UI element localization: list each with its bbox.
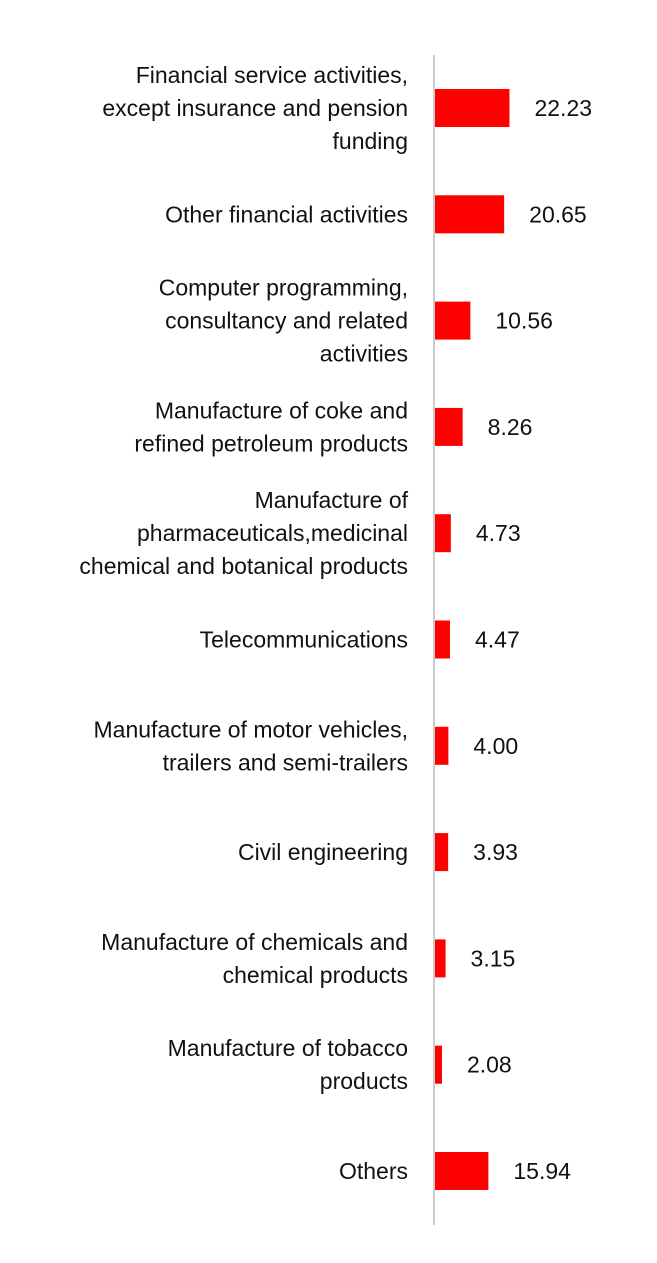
value-label-3: 8.26 [488, 414, 533, 440]
category-label-3: Manufacture of coke and refined petroleum… [134, 397, 408, 456]
category-labels-group: Financial service activities, except insu… [79, 62, 408, 1184]
value-label-7: 3.93 [473, 839, 518, 865]
bars-group [435, 89, 510, 1190]
bar-2 [435, 301, 471, 340]
category-label-5: Telecommunications [200, 627, 408, 653]
category-label-line: Computer programming, [159, 275, 408, 301]
bar-3 [435, 407, 463, 446]
bar-7 [435, 833, 449, 872]
category-label-7: Civil engineering [238, 839, 408, 865]
category-label-line: chemical products [223, 962, 408, 988]
category-label-line: Others [339, 1158, 408, 1184]
category-label-line: trailers and semi-trailers [163, 749, 408, 775]
category-label-4: Manufacture of pharmaceuticals,medicinal c… [79, 487, 408, 579]
category-label-line: Manufacture of [255, 487, 409, 513]
category-label-9: Manufacture of tobacco products [168, 1035, 408, 1094]
category-label-line: Other financial activities [165, 201, 408, 227]
bar-10 [435, 1152, 489, 1190]
category-label-6: Manufacture of motor vehicles, trailers a… [94, 716, 408, 775]
category-label-line: Manufacture of tobacco [168, 1035, 408, 1061]
value-labels-group: 22.23 20.65 10.56 8.26 4.73 4.47 4.00 3.93 3.15 2… [467, 95, 592, 1184]
category-label-line: products [320, 1068, 408, 1094]
category-label-10: Others [339, 1158, 408, 1184]
category-label-8: Manufacture of chemicals and chemical pro… [101, 929, 408, 988]
category-label-0: Financial service activities, except insu… [102, 62, 408, 154]
category-label-line: Civil engineering [238, 839, 408, 865]
bar-4 [435, 514, 451, 553]
category-label-2: Computer programming, consultancy and rel… [159, 275, 408, 367]
value-label-8: 3.15 [471, 945, 516, 971]
bar-9 [435, 1045, 442, 1084]
category-label-line: chemical and botanical products [79, 553, 408, 579]
bar-0 [435, 89, 510, 127]
category-label-line: Telecommunications [200, 627, 408, 653]
category-label-line: Manufacture of coke and [155, 397, 408, 423]
bar-6 [435, 726, 449, 765]
value-label-5: 4.47 [475, 627, 520, 653]
category-label-line: Manufacture of motor vehicles, [94, 716, 408, 742]
value-label-6: 4.00 [473, 733, 518, 759]
value-label-0: 22.23 [534, 95, 592, 121]
category-label-line: refined petroleum products [134, 430, 408, 456]
category-label-line: consultancy and related [165, 308, 408, 334]
value-label-10: 15.94 [513, 1158, 571, 1184]
bar-5 [435, 620, 450, 659]
value-label-2: 10.56 [495, 308, 553, 334]
bar-1 [435, 195, 505, 234]
category-label-line: funding [333, 128, 408, 154]
category-label-line: activities [320, 341, 408, 367]
value-label-1: 20.65 [529, 201, 587, 227]
value-label-4: 4.73 [476, 520, 521, 546]
category-label-line: Manufacture of chemicals and [101, 929, 408, 955]
bar-8 [435, 939, 446, 978]
category-label-1: Other financial activities [165, 201, 408, 227]
category-label-line: except insurance and pension [102, 95, 408, 121]
value-label-9: 2.08 [467, 1052, 512, 1078]
category-label-line: pharmaceuticals,medicinal [137, 520, 408, 546]
category-label-line: Financial service activities, [136, 62, 408, 88]
